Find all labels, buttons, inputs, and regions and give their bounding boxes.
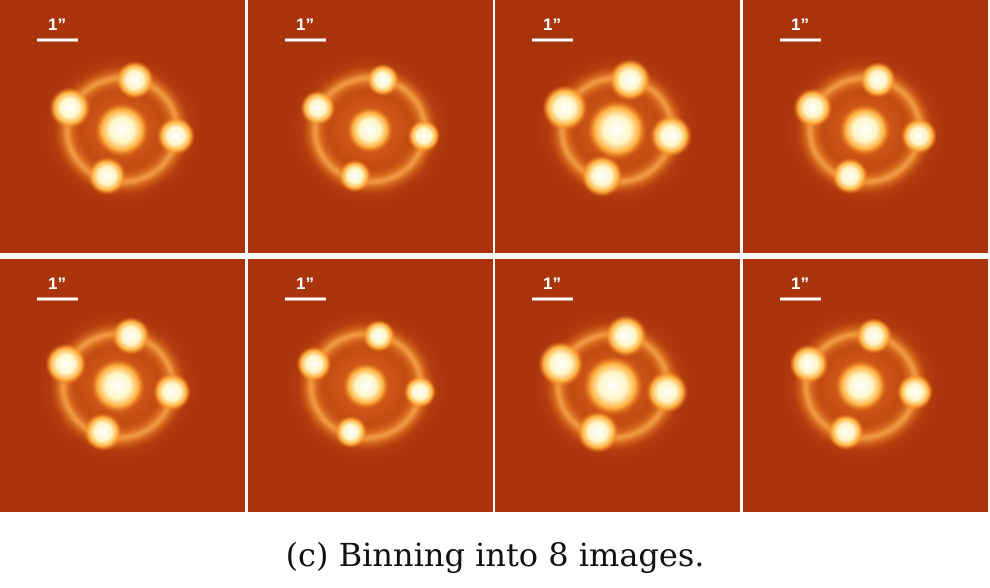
scale-label: 1” bbox=[48, 15, 66, 34]
lensed-image bbox=[608, 58, 652, 102]
lensed-image bbox=[296, 346, 332, 382]
lensed-image bbox=[645, 370, 689, 414]
lensed-image bbox=[538, 341, 584, 387]
scale-label: 1” bbox=[48, 274, 66, 293]
lensed-image bbox=[300, 90, 336, 126]
lensed-image bbox=[407, 119, 441, 153]
lensed-image bbox=[362, 319, 396, 353]
lensed-image bbox=[587, 100, 647, 160]
panel: 1” bbox=[0, 0, 245, 253]
lensed-image bbox=[583, 356, 643, 416]
lensed-image bbox=[156, 116, 196, 156]
panel: 1” bbox=[248, 259, 493, 512]
lensed-image bbox=[338, 159, 372, 193]
lensed-image bbox=[49, 87, 91, 129]
panel: 1” bbox=[495, 0, 740, 253]
scale-label: 1” bbox=[791, 15, 809, 34]
lensed-image bbox=[580, 154, 624, 198]
lensed-image bbox=[94, 102, 150, 158]
lensed-image bbox=[152, 372, 192, 412]
scale-label: 1” bbox=[296, 274, 314, 293]
lensed-image bbox=[835, 360, 887, 412]
lensed-image bbox=[896, 373, 934, 411]
lensed-image bbox=[346, 106, 394, 154]
caption: (c) Binning into 8 images. bbox=[286, 536, 705, 574]
lensed-image bbox=[90, 358, 146, 414]
lensed-image bbox=[366, 63, 400, 97]
lensed-image bbox=[827, 413, 865, 451]
lensed-image bbox=[649, 114, 693, 158]
lensed-image bbox=[87, 156, 127, 196]
lensed-image bbox=[789, 344, 829, 384]
lensed-image bbox=[900, 117, 938, 155]
lensed-image bbox=[855, 317, 893, 355]
lensed-image bbox=[115, 60, 155, 100]
lensed-image bbox=[45, 343, 87, 385]
scale-label: 1” bbox=[791, 274, 809, 293]
lensed-image bbox=[859, 61, 897, 99]
panel: 1” bbox=[248, 0, 493, 253]
panel: 1” bbox=[743, 259, 988, 512]
lensed-image bbox=[403, 375, 437, 409]
lensed-image bbox=[604, 314, 648, 358]
panel: 1” bbox=[0, 259, 245, 512]
lensed-image bbox=[83, 412, 123, 452]
lensed-image bbox=[542, 85, 588, 131]
scale-label: 1” bbox=[296, 15, 314, 34]
lensed-image bbox=[334, 415, 368, 449]
lensed-image bbox=[839, 104, 891, 156]
scale-label: 1” bbox=[543, 15, 561, 34]
panel: 1” bbox=[495, 259, 740, 512]
panel: 1” bbox=[743, 0, 988, 253]
lensed-image bbox=[576, 410, 620, 454]
lensed-image bbox=[793, 88, 833, 128]
scale-label: 1” bbox=[543, 274, 561, 293]
lensed-image bbox=[111, 316, 151, 356]
lensed-image bbox=[831, 157, 869, 195]
lensed-image bbox=[342, 362, 390, 410]
